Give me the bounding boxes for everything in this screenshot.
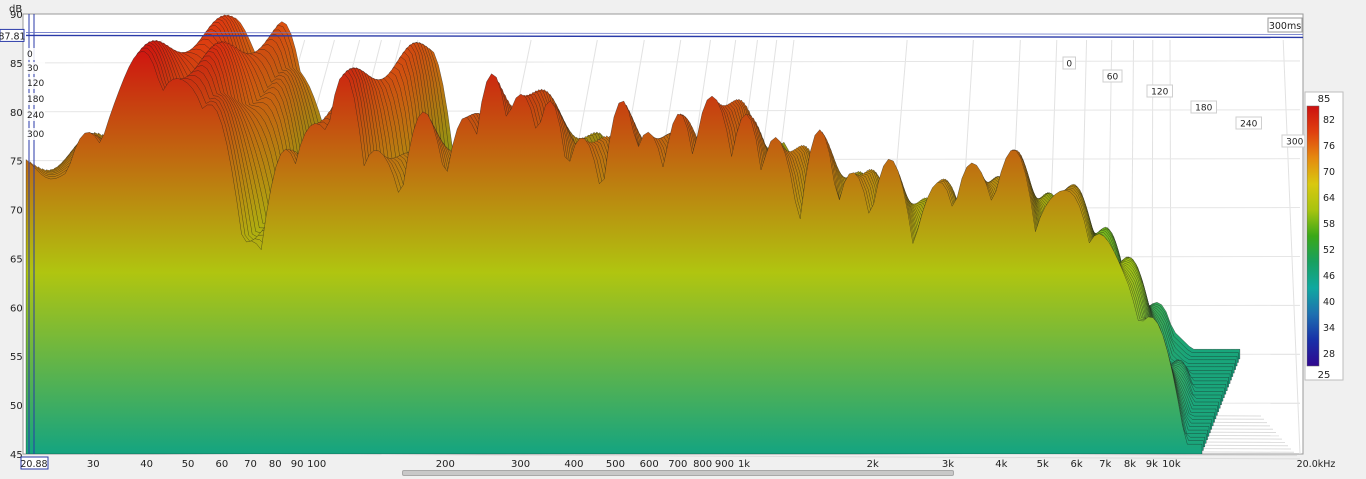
x-tick-label: 9k (1146, 459, 1158, 470)
time-tick-label-left: 0 (27, 50, 33, 60)
x-tick-label: 300 (511, 459, 530, 470)
colorbar-tick-label: 58 (1323, 219, 1335, 230)
x-tick-label: 7k (1099, 459, 1111, 470)
waterfall-surface (25, 14, 1241, 454)
colorbar-tick-label: 70 (1323, 167, 1335, 178)
x-tick-label: 3k (942, 459, 954, 470)
y-tick-label: 80 (10, 108, 23, 119)
time-axis-labels: 0 60 120 180 240 300 0 30 120 180 240 300 300ms (25, 17, 1308, 148)
y-tick-label: 60 (10, 303, 23, 314)
y-tick-label: 55 (10, 352, 23, 363)
x-tick-label: 90 (291, 459, 304, 470)
waterfall-slice (25, 50, 1203, 454)
cursor-db-label: 87.81 (0, 31, 26, 42)
colorbar: 85 82 76 70 64 58 52 46 40 34 28 25 (1304, 91, 1344, 381)
x-tick-label: 5k (1037, 459, 1049, 470)
x-tick-label: 60 (216, 459, 229, 470)
colorbar-tick-label: 34 (1323, 323, 1335, 334)
time-tick-label: 240 (1240, 120, 1257, 130)
time-tick-label: 180 (1195, 104, 1212, 114)
y-tick-label: 90 (10, 10, 23, 21)
y-tick-label: 65 (10, 254, 23, 265)
x-tick-label: 40 (140, 459, 153, 470)
time-tick-label: 120 (1151, 88, 1168, 98)
colorbar-tick-label: 76 (1323, 141, 1335, 152)
x-tick-label: 30 (87, 459, 100, 470)
x-tick-label: 100 (307, 459, 326, 470)
x-tick-label: 80 (269, 459, 282, 470)
x-tick-label: 20.0kHz (1297, 459, 1336, 470)
colorbar-tick-label: 52 (1323, 245, 1335, 256)
y-tick-label: 50 (10, 401, 23, 412)
x-tick-label: 4k (995, 459, 1007, 470)
x-grid-line (1282, 39, 1301, 455)
x-tick-label: 800 (693, 459, 712, 470)
x-tick-label: 6k (1070, 459, 1082, 470)
time-end-label: 300ms (1269, 21, 1301, 32)
x-tick-label: 600 (640, 459, 659, 470)
x-axis: 20.88 30 40 50 60 70 80 90 100 200 300 400 500 600 700… (20, 456, 1336, 470)
time-tick-label: 60 (1107, 73, 1119, 83)
y-tick-label: 45 (10, 450, 23, 461)
colorbar-tick-label: 28 (1323, 349, 1335, 360)
time-tick-label-left: 180 (27, 95, 44, 105)
time-tick-label-left: 30 (27, 64, 39, 74)
colorbar-tick-label: 40 (1323, 297, 1335, 308)
colorbar-gradient (1306, 105, 1320, 367)
time-tick-label-left: 240 (27, 111, 44, 121)
colorbar-tick-label: 82 (1323, 115, 1335, 126)
cursor-line (25, 34, 1304, 39)
x-tick-label: 2k (867, 459, 879, 470)
horizontal-scrollbar[interactable] (402, 470, 954, 476)
y-tick-label: 75 (10, 157, 23, 168)
x-tick-label: 1k (738, 459, 750, 470)
y-axis: dB 45 50 55 60 65 70 75 80 85 90 (9, 4, 35, 461)
y-tick-label: 70 (10, 206, 23, 217)
x-tick-label: 500 (606, 459, 625, 470)
y-axis-label: dB (9, 4, 22, 15)
x-tick-label: 8k (1124, 459, 1136, 470)
x-tick-label: 700 (668, 459, 687, 470)
x-tick-label: 400 (564, 459, 583, 470)
time-tick-label: 0 (1066, 60, 1072, 70)
colorbar-tick-label: 64 (1323, 193, 1335, 204)
x-tick-label: 70 (244, 459, 257, 470)
colorbar-max-label: 85 (1318, 94, 1331, 105)
colorbar-tick-label: 46 (1323, 271, 1335, 282)
x-tick-label: 10k (1162, 459, 1181, 470)
x-tick-label: 900 (715, 459, 734, 470)
time-tick-label-left: 120 (27, 79, 44, 89)
x-tick-label: 200 (436, 459, 455, 470)
x-tick-label: 20.88 (20, 459, 47, 470)
colorbar-min-label: 25 (1318, 370, 1331, 381)
cursor-overlay[interactable]: 87.81 (0, 28, 1304, 42)
x-tick-label: 50 (182, 459, 195, 470)
time-tick-label: 300 (1286, 138, 1303, 148)
y-tick-label: 85 (10, 59, 23, 70)
time-tick-label-left: 300 (27, 130, 44, 140)
